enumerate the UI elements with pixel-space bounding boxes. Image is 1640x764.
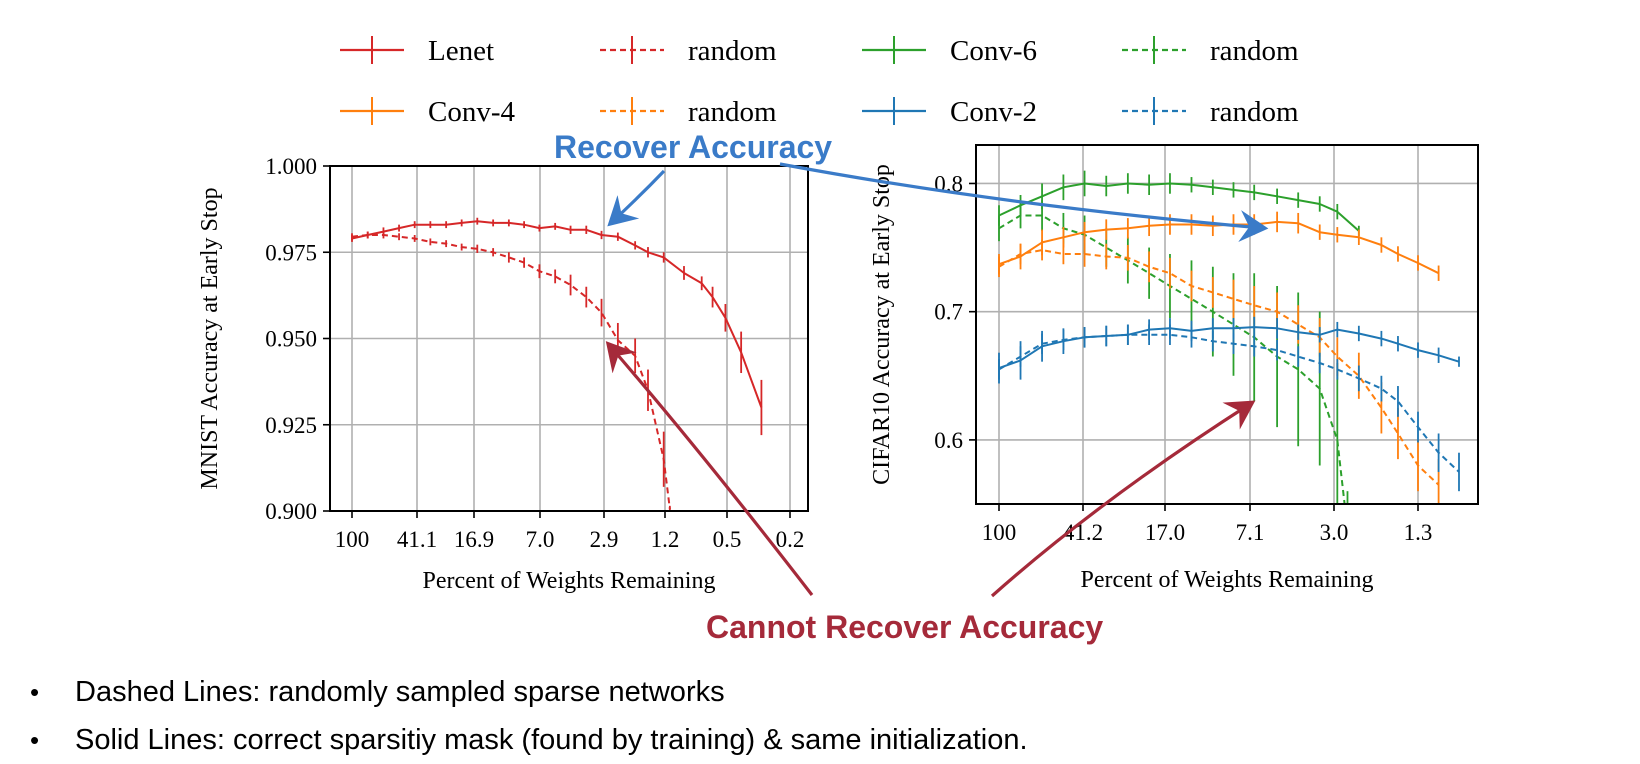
x-tick-label: 17.0 [1145,520,1185,545]
series-random-dashed [998,239,1440,504]
legend-entry: random [600,96,777,128]
bullet-item: • Dashed Lines: randomly sampled sparse n… [30,668,1028,716]
series-line [351,234,671,510]
bullet-text: Dashed Lines: randomly sampled sparse ne… [75,676,725,708]
cannot-recover-accuracy-label: Cannot Recover Accuracy [706,609,1103,645]
y-tick-label: 0.7 [934,300,963,325]
legend-entry: Lenet [340,35,494,67]
series-random-dashed [998,200,1349,504]
series-line [998,214,1346,504]
x-tick-label: 7.1 [1236,520,1265,545]
plot-area [998,170,1460,504]
series-conv-2-solid [998,316,1460,384]
legend-label: random [688,35,777,67]
x-tick-label: 41.1 [397,527,437,552]
legend-entry: random [1122,35,1299,67]
bullet-text: Solid Lines: correct sparsitiy mask (fou… [75,724,1028,756]
x-tick-label: 0.5 [713,527,742,552]
y-axis-label: CIFAR10 Accuracy at Early Stop [869,164,895,485]
x-tick-label: 1.2 [651,527,680,552]
x-tick-label: 100 [982,520,1017,545]
legend-entry: Conv-6 [862,35,1037,67]
series-random-dashed [998,324,1460,492]
series-line [998,326,1460,370]
plot-area [351,217,763,511]
bullet-list: • Dashed Lines: randomly sampled sparse n… [30,668,1028,764]
x-tick-label: 7.0 [526,527,555,552]
x-axis-label: Percent of Weights Remaining [423,568,716,594]
cannot-arrow-right [990,400,1256,598]
recover-arrow-right [779,162,1269,242]
y-axis-label: MNIST Accuracy at Early Stop [197,187,223,489]
series-conv-4-solid [998,211,1440,281]
cannot-arrow-left [605,341,814,596]
x-tick-label: 0.2 [776,527,805,552]
x-tick-label: 16.9 [454,527,494,552]
x-tick-label: 1.3 [1404,520,1433,545]
series-line [998,249,1440,486]
legend-label: Conv-6 [950,35,1037,67]
legend-label: Lenet [428,35,494,67]
legend-entry: Conv-4 [340,96,516,128]
bullet-dot: • [30,725,40,755]
x-tick-label: 3.0 [1320,520,1349,545]
series-line [351,220,763,408]
x-tick-label: 2.9 [590,527,619,552]
y-tick-label: 0.975 [265,240,317,265]
y-tick-label: 0.6 [934,428,963,453]
x-axis-label: Percent of Weights Remaining [1081,567,1374,593]
series-lenet-solid [351,217,763,436]
y-tick-label: 1.000 [265,154,317,179]
series-line [998,333,1460,473]
y-tick-label: 0.950 [265,327,317,352]
legend-label: random [1210,96,1299,128]
axes-frame [975,144,1479,505]
legend-entry: random [1122,96,1299,128]
series-random-dashed [351,231,671,511]
legend-label: Conv-4 [428,96,516,128]
recover-accuracy-label: Recover Accuracy [554,129,832,165]
y-tick-label: 0.925 [265,413,317,438]
legend-entry: random [600,35,777,67]
recover-arrow-left [607,169,666,227]
series-line [998,182,1360,232]
legend-label: random [1210,35,1299,67]
legend-entry: Conv-2 [862,96,1037,128]
mnist-chart: 100 41.1 16.9 7.0 2.9 1.2 0.5 0.2 0.900 0.925 0.95… [197,154,809,594]
x-tick-label: 100 [335,527,370,552]
bullet-dot: • [30,677,40,707]
legend: Lenet random Conv-6 random Conv-4 random Conv-… [340,35,1299,128]
legend-label: Conv-2 [950,96,1037,128]
legend-label: random [688,96,777,128]
annotations: Recover Accuracy Cannot Recover Accuracy [554,129,1269,645]
bullet-item: • Solid Lines: correct sparsitiy mask (fo… [30,716,1028,764]
y-tick-label: 0.900 [265,499,317,524]
